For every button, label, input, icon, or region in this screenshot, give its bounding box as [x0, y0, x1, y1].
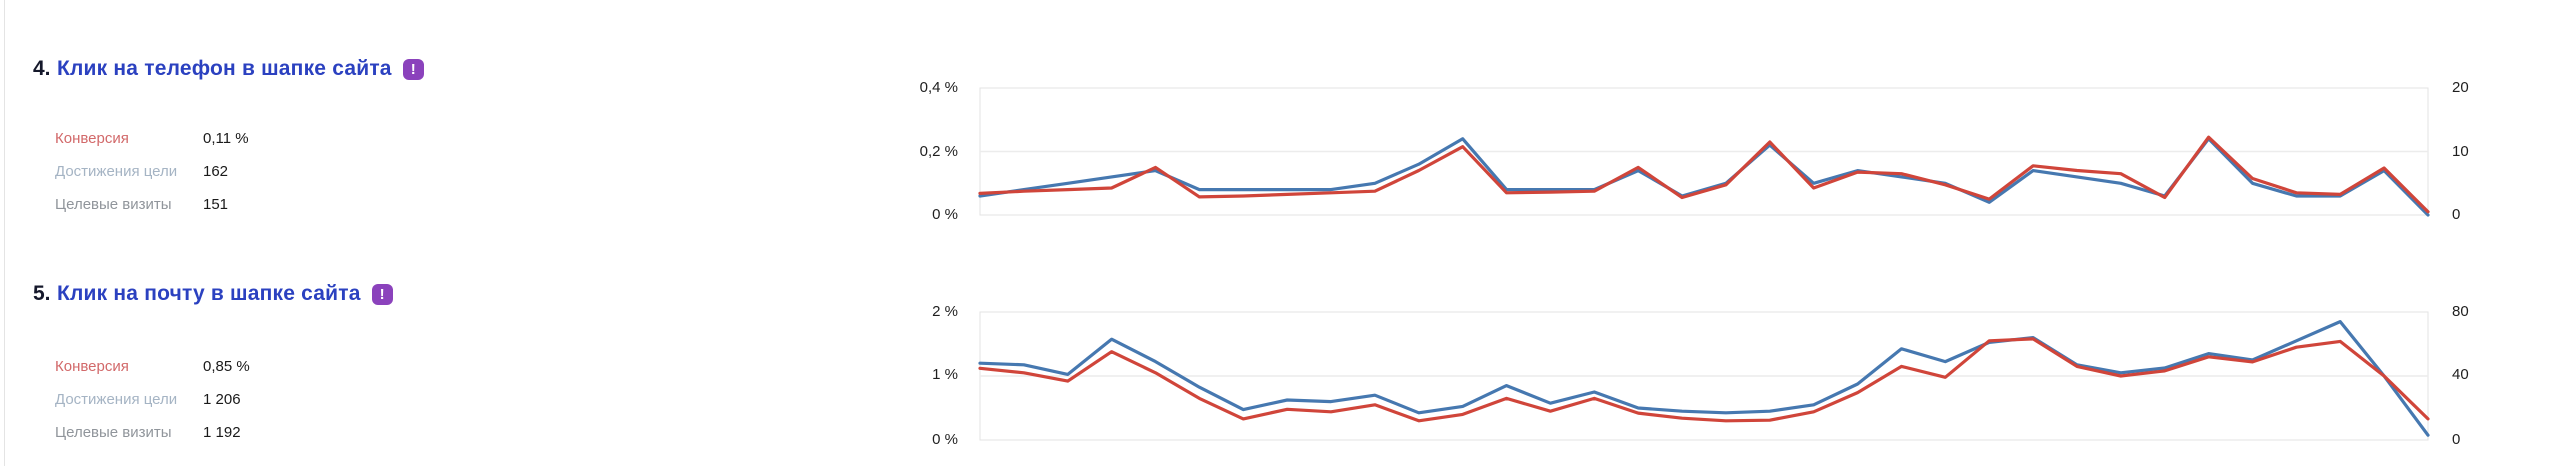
target-visits-value: 151 — [203, 196, 229, 213]
y-axis-left-tick: 0,2 % — [919, 143, 958, 160]
goal-item-4-header: 4. Клик на телефон в шапке сайта ! — [33, 57, 424, 81]
conversion-value: 0,11 % — [203, 130, 249, 147]
goal-reaches-row: Достижения цели 162 — [55, 155, 385, 188]
goal-item-5-header: 5. Клик на почту в шапке сайта ! — [33, 282, 393, 306]
y-axis-right-tick: 10 — [2452, 143, 2469, 160]
y-axis-right-tick: 0 — [2452, 431, 2461, 448]
goal-5-conversion-chart[interactable] — [978, 310, 2430, 444]
goal-reaches-label: Достижения цели — [55, 391, 178, 408]
y-axis-right-tick: 40 — [2452, 366, 2469, 383]
conversion-label: Конверсия — [55, 130, 129, 147]
conversion-value: 0,85 % — [203, 358, 250, 375]
goal-4-stats: Конверсия 0,11 % Достижения цели 162 Цел… — [55, 122, 385, 221]
goal-reaches-value: 162 — [203, 163, 229, 180]
y-axis-right-tick: 20 — [2452, 79, 2469, 96]
retargeting-badge-icon[interactable]: ! — [371, 283, 393, 305]
goal-title-link[interactable]: Клик на почту в шапке сайта — [57, 282, 361, 305]
goal-title-link[interactable]: Клик на телефон в шапке сайта — [57, 57, 392, 80]
goal-reaches-row: Достижения цели 1 206 — [55, 383, 385, 416]
goal-number: 4. — [33, 57, 51, 80]
y-axis-right-tick: 80 — [2452, 303, 2469, 320]
conversion-label: Конверсия — [55, 358, 129, 375]
y-axis-right-tick: 0 — [2452, 206, 2461, 223]
y-axis-left-tick: 2 % — [932, 303, 958, 320]
panel-left-divider — [4, 0, 5, 466]
goal-5-stats: Конверсия 0,85 % Достижения цели 1 206 Ц… — [55, 350, 385, 449]
target-visits-row: Целевые визиты 151 — [55, 188, 385, 221]
target-visits-label: Целевые визиты — [55, 424, 172, 441]
y-axis-left-tick: 0,4 % — [919, 79, 958, 96]
y-axis-left-tick: 0 % — [932, 206, 958, 223]
target-visits-label: Целевые визиты — [55, 196, 172, 213]
y-axis-left-tick: 1 % — [932, 366, 958, 383]
conversion-row: Конверсия 0,85 % — [55, 350, 385, 383]
goal-reaches-value: 1 206 — [203, 391, 241, 408]
goal-4-conversion-chart[interactable] — [978, 86, 2430, 219]
goal-number: 5. — [33, 282, 51, 305]
retargeting-badge-icon[interactable]: ! — [402, 58, 424, 80]
target-visits-row: Целевые визиты 1 192 — [55, 416, 385, 449]
conversion-row: Конверсия 0,11 % — [55, 122, 385, 155]
y-axis-left-tick: 0 % — [932, 431, 958, 448]
goal-reaches-label: Достижения цели — [55, 163, 178, 180]
target-visits-value: 1 192 — [203, 424, 241, 441]
